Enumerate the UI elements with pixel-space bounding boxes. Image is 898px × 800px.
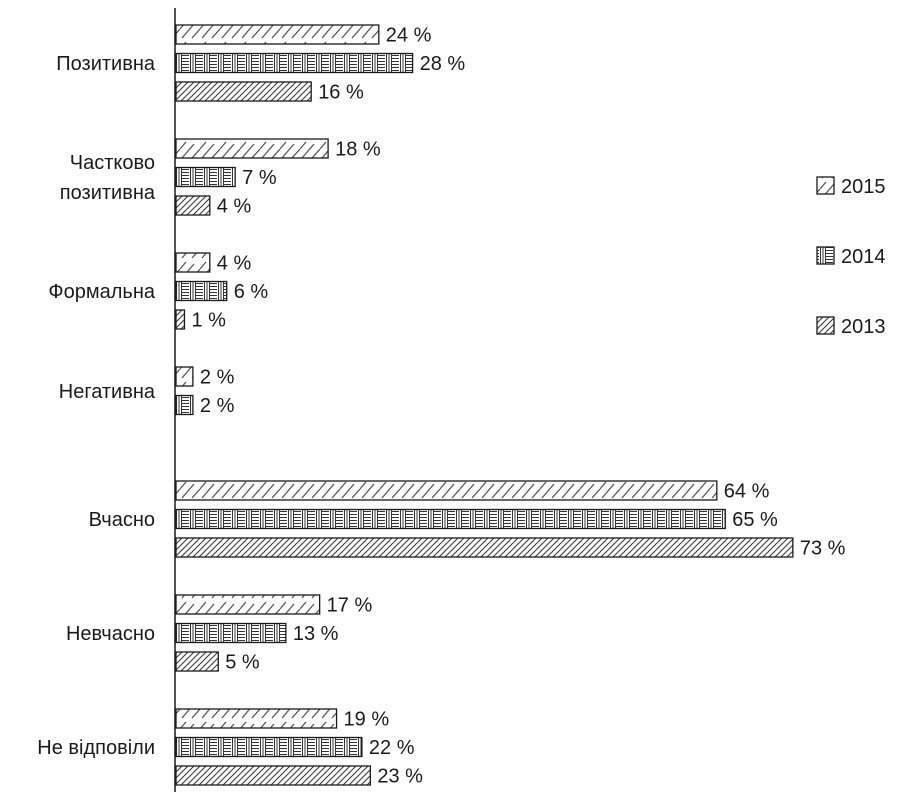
data-label-2013: 4 %: [217, 196, 252, 218]
data-label-2015: 24 %: [386, 25, 432, 47]
bar-2013: [175, 765, 372, 786]
bar-2013: [175, 537, 794, 558]
bar-2015: [175, 138, 329, 159]
bar-2014: [175, 736, 363, 758]
category-label: Вчасно: [89, 509, 155, 531]
data-label-2015: 64 %: [724, 481, 770, 503]
data-label-2015: 2 %: [200, 367, 235, 389]
data-label-2014: 7 %: [242, 167, 277, 189]
bar-2013: [175, 309, 186, 330]
category-label: Негативна: [59, 381, 156, 403]
bar-2014: [175, 280, 228, 302]
category-label: Невчасно: [66, 623, 155, 645]
bar-2014: [175, 394, 194, 416]
category-label: Частково: [70, 152, 155, 174]
data-label-2014: 28 %: [420, 53, 466, 75]
data-label-2015: 18 %: [335, 139, 381, 161]
legend-label-2013: 2013: [841, 316, 886, 338]
bar-2014: [175, 622, 287, 644]
data-label-2015: 17 %: [327, 595, 373, 617]
bar-2013: [175, 195, 211, 216]
legend-swatch-2013: [816, 316, 835, 335]
data-label-2014: 13 %: [293, 623, 339, 645]
bar-2014: [175, 166, 236, 188]
labels-layer: 24 % 28 % 16 % Позитивна 18 % 7 % 4 % Частково п…: [37, 25, 845, 788]
bars-layer: [175, 24, 794, 786]
bar-2013: [175, 651, 219, 672]
category-label: Не відповіли: [37, 737, 155, 759]
data-label-2013: 23 %: [377, 766, 423, 788]
legend-label-2014: 2014: [841, 246, 886, 268]
bar-2015: [175, 708, 338, 729]
legend-swatch-2015: [816, 176, 835, 195]
bar-2014: [175, 52, 414, 74]
data-label-2014: 2 %: [200, 395, 235, 417]
data-label-2015: 19 %: [344, 709, 390, 731]
data-label-2014: 22 %: [369, 737, 415, 759]
legend-swatch-2014: [816, 246, 835, 265]
bar-2013: [175, 81, 312, 102]
category-label: Позитивна: [56, 53, 156, 75]
data-label-2015: 4 %: [217, 253, 252, 275]
data-label-2014: 65 %: [732, 509, 778, 531]
bar-2015: [175, 24, 380, 45]
data-label-2013: 1 %: [191, 310, 226, 332]
data-label-2013: 16 %: [318, 82, 364, 104]
bar-2014: [175, 508, 726, 530]
bar-2015: [175, 594, 321, 615]
data-label-2013: 73 %: [800, 538, 846, 560]
bar-2015: [175, 480, 718, 501]
data-label-2014: 6 %: [234, 281, 269, 303]
legend-label-2015: 2015: [841, 176, 886, 198]
bar-2015: [175, 252, 211, 273]
legend: 2015 2014 2013: [816, 176, 886, 338]
bar-2015: [175, 366, 194, 387]
category-label: позитивна: [60, 182, 156, 204]
data-label-2013: 5 %: [225, 652, 260, 674]
category-label: Формальна: [48, 281, 155, 303]
